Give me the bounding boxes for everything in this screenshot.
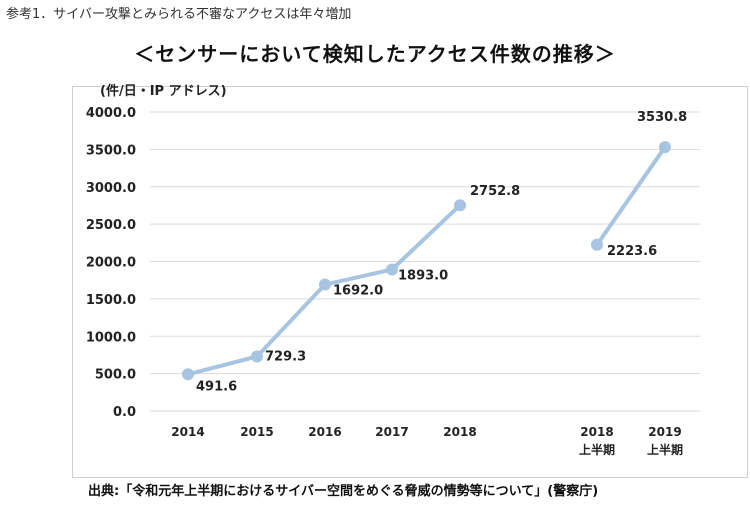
- x-tick-label: 2017: [375, 425, 408, 439]
- x-tick-label: 2018: [443, 425, 476, 439]
- data-label: 1893.0: [398, 268, 448, 283]
- y-tick-label: 0.0: [113, 405, 136, 420]
- y-tick-label: 3500.0: [86, 143, 136, 158]
- data-point: [454, 199, 466, 212]
- data-point: [591, 238, 603, 251]
- y-tick-label: 500.0: [95, 368, 136, 383]
- y-tick-label: 4000.0: [86, 106, 136, 121]
- source-citation: 出典:「令和元年上半期におけるサイバー空間をめぐる脅威の情勢等について」(警察庁…: [88, 484, 599, 499]
- x-tick-label: 2019: [648, 425, 681, 439]
- y-tick-label: 2000.0: [86, 256, 136, 271]
- y-tick-label: 1000.0: [86, 330, 136, 345]
- x-tick-label: 上半期: [647, 442, 683, 457]
- data-label: 491.6: [196, 379, 237, 394]
- x-tick-label: 上半期: [579, 442, 615, 457]
- chart-frame: [72, 86, 748, 478]
- y-tick-label: 2500.0: [86, 218, 136, 233]
- y-tick-label: 3000.0: [86, 181, 136, 196]
- data-point: [659, 141, 671, 154]
- series-line: [595, 145, 667, 246]
- data-point: [251, 350, 263, 363]
- data-point: [319, 278, 331, 291]
- caption-text: 参考1．サイバー攻撃とみられる不審なアクセスは年々増加: [6, 7, 352, 22]
- x-tick-label: 2018: [580, 425, 613, 439]
- data-label: 2752.8: [470, 184, 520, 199]
- chart-title: ＜センサーにおいて検知したアクセス件数の推移＞: [134, 42, 616, 66]
- data-point: [386, 263, 398, 276]
- data-label: 3530.8: [637, 110, 687, 125]
- x-tick-label: 2016: [308, 425, 341, 439]
- x-tick-label: 2015: [240, 425, 273, 439]
- y-axis-unit-label: (件/日・IP アドレス): [100, 84, 227, 99]
- data-label: 729.3: [265, 349, 306, 364]
- data-label: 2223.6: [607, 244, 657, 259]
- data-label: 1692.0: [333, 284, 383, 299]
- data-point: [182, 368, 194, 381]
- y-tick-label: 1500.0: [86, 293, 136, 308]
- x-tick-label: 2014: [171, 425, 204, 439]
